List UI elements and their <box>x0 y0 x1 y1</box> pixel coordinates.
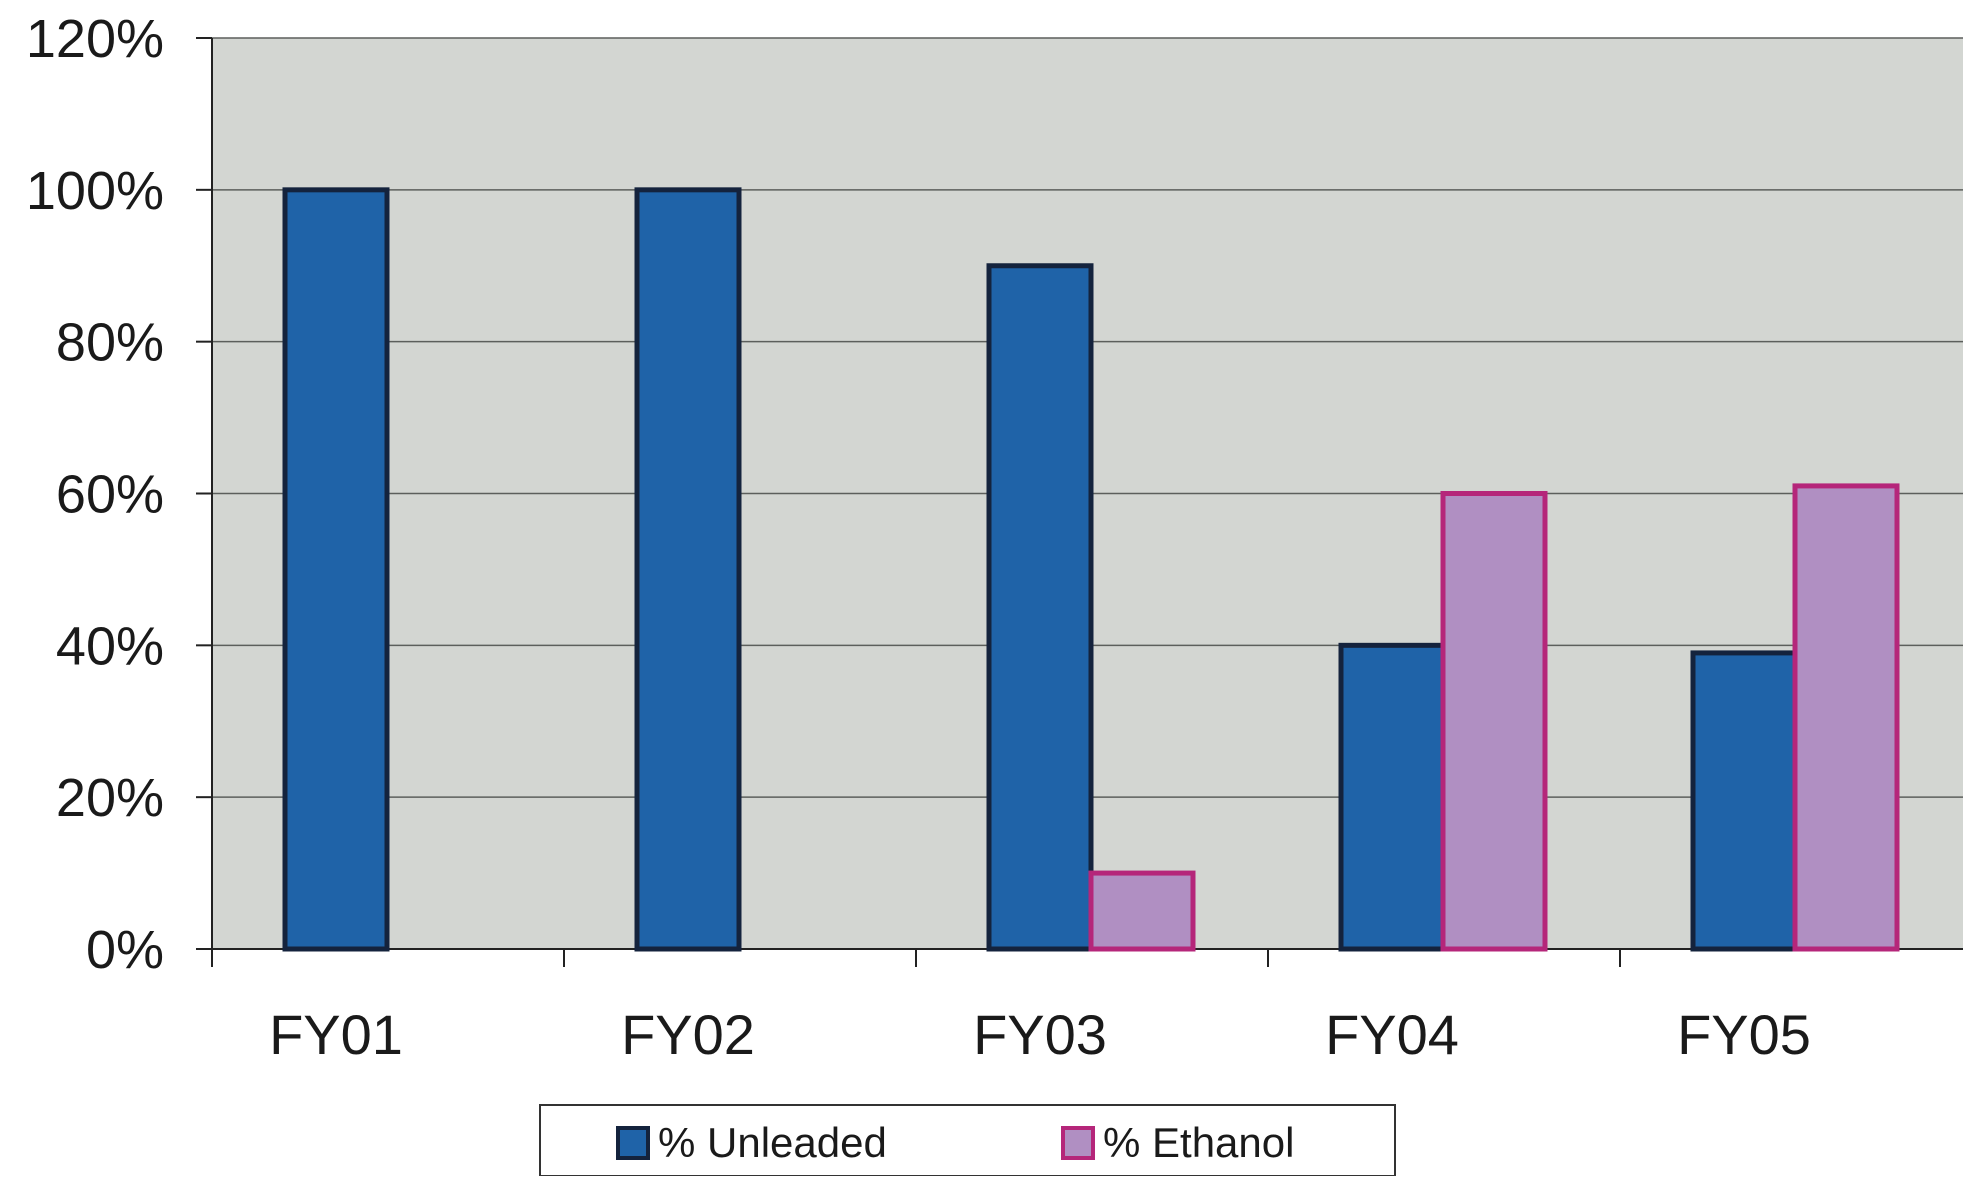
bar-unleaded <box>1338 642 1446 952</box>
bar-ethanol <box>1088 870 1196 952</box>
y-tick-label: 0% <box>86 920 164 980</box>
bar-unleaded <box>282 187 390 952</box>
legend-label-ethanol: % Ethanol <box>1103 1119 1294 1166</box>
legend: % Unleaded % Ethanol <box>539 1104 1396 1177</box>
bar-ethanol <box>1440 491 1548 952</box>
x-tick-label: FY02 <box>621 1003 755 1066</box>
x-tick-label: FY03 <box>973 1003 1107 1066</box>
legend-swatch-unleaded <box>616 1126 650 1160</box>
bar-unleaded <box>986 263 1094 952</box>
axes: 0% 20% 40% 60% 80% 100% 120% FY01 FY02 FY03 FY04 FY… <box>26 9 1963 1066</box>
y-tick-label: 20% <box>56 768 164 828</box>
bar-ethanol <box>1792 483 1900 952</box>
legend-swatch-ethanol <box>1061 1126 1095 1160</box>
x-tick-label: FY01 <box>269 1003 403 1066</box>
y-tick-label: 40% <box>56 616 164 676</box>
y-tick-label: 100% <box>26 161 164 221</box>
y-tick-label: 80% <box>56 313 164 373</box>
legend-label-unleaded: % Unleaded <box>658 1119 887 1166</box>
bar-unleaded <box>1690 650 1798 952</box>
legend-box <box>539 1104 1396 1177</box>
y-tick-label: 120% <box>26 9 164 69</box>
x-tick-label: FY04 <box>1325 1003 1459 1066</box>
x-tick-label: FY05 <box>1677 1003 1811 1066</box>
bar-unleaded <box>634 187 742 952</box>
bars <box>282 187 1900 952</box>
y-tick-label: 60% <box>56 465 164 525</box>
